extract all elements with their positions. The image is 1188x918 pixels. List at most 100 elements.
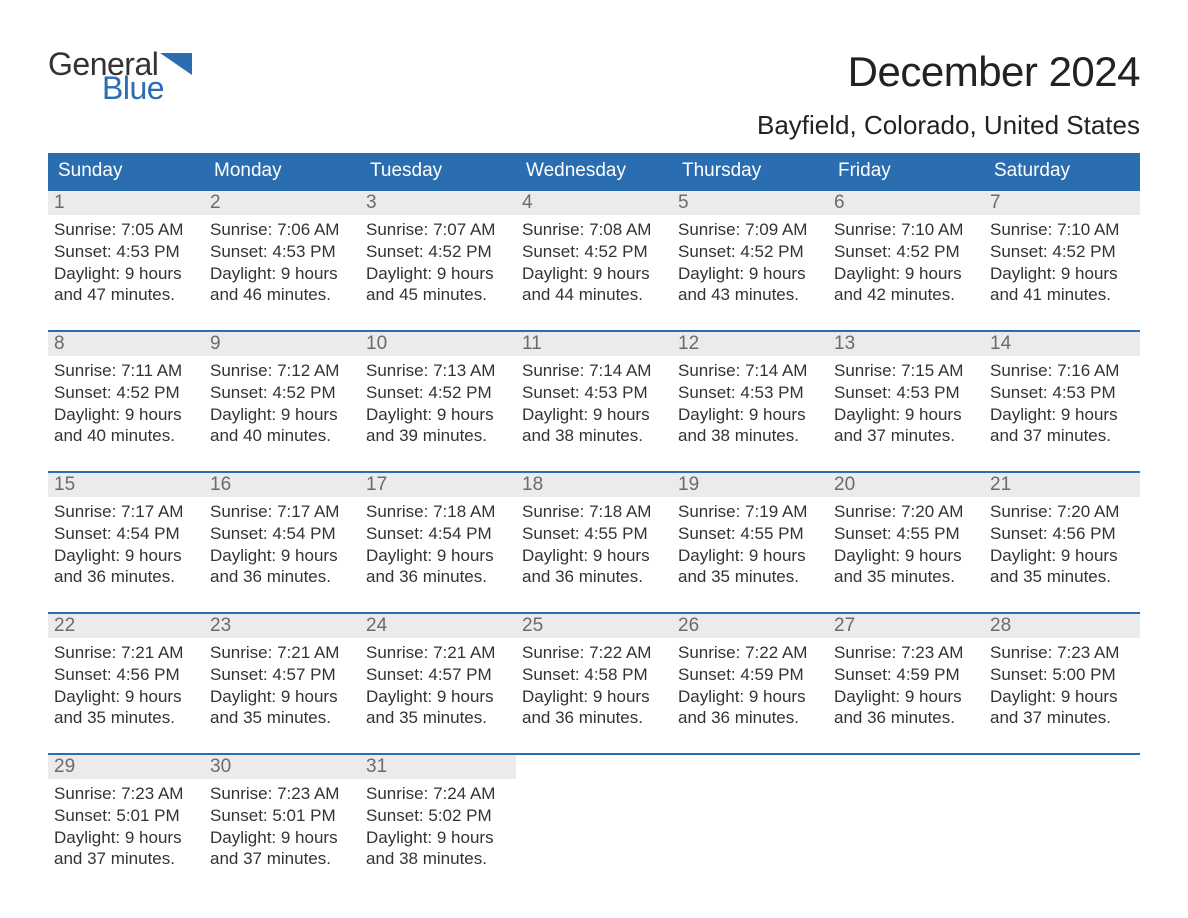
daylight-text: Daylight: 9 hours — [834, 263, 978, 285]
daylight-text: and 38 minutes. — [366, 848, 510, 870]
daylight-text: and 42 minutes. — [834, 284, 978, 306]
day-details: Sunrise: 7:22 AMSunset: 4:58 PMDaylight:… — [516, 638, 672, 729]
day-details: Sunrise: 7:10 AMSunset: 4:52 PMDaylight:… — [828, 215, 984, 306]
calendar-day: 26Sunrise: 7:22 AMSunset: 4:59 PMDayligh… — [672, 614, 828, 729]
calendar-day: 21Sunrise: 7:20 AMSunset: 4:56 PMDayligh… — [984, 473, 1140, 588]
sunset-text: Sunset: 4:55 PM — [522, 523, 666, 545]
sunset-text: Sunset: 5:02 PM — [366, 805, 510, 827]
calendar-day: 4Sunrise: 7:08 AMSunset: 4:52 PMDaylight… — [516, 191, 672, 306]
calendar-week: 8Sunrise: 7:11 AMSunset: 4:52 PMDaylight… — [48, 330, 1140, 447]
sunrise-text: Sunrise: 7:19 AM — [678, 501, 822, 523]
calendar-day: 25Sunrise: 7:22 AMSunset: 4:58 PMDayligh… — [516, 614, 672, 729]
weekday-header: Tuesday — [360, 153, 516, 189]
day-number: 19 — [672, 473, 828, 497]
sunrise-text: Sunrise: 7:10 AM — [834, 219, 978, 241]
sunset-text: Sunset: 4:53 PM — [522, 382, 666, 404]
calendar-week: 15Sunrise: 7:17 AMSunset: 4:54 PMDayligh… — [48, 471, 1140, 588]
sunset-text: Sunset: 4:52 PM — [366, 241, 510, 263]
day-number: 16 — [204, 473, 360, 497]
calendar-week: 1Sunrise: 7:05 AMSunset: 4:53 PMDaylight… — [48, 189, 1140, 306]
day-details: Sunrise: 7:20 AMSunset: 4:56 PMDaylight:… — [984, 497, 1140, 588]
sunrise-text: Sunrise: 7:20 AM — [834, 501, 978, 523]
daylight-text: and 35 minutes. — [834, 566, 978, 588]
calendar-day: 18Sunrise: 7:18 AMSunset: 4:55 PMDayligh… — [516, 473, 672, 588]
daylight-text: and 35 minutes. — [990, 566, 1134, 588]
daylight-text: Daylight: 9 hours — [54, 827, 198, 849]
weekday-header: Saturday — [984, 153, 1140, 189]
sunset-text: Sunset: 4:52 PM — [834, 241, 978, 263]
daylight-text: Daylight: 9 hours — [834, 545, 978, 567]
day-details: Sunrise: 7:15 AMSunset: 4:53 PMDaylight:… — [828, 356, 984, 447]
sunrise-text: Sunrise: 7:21 AM — [54, 642, 198, 664]
day-details: Sunrise: 7:17 AMSunset: 4:54 PMDaylight:… — [204, 497, 360, 588]
calendar-day: 13Sunrise: 7:15 AMSunset: 4:53 PMDayligh… — [828, 332, 984, 447]
day-number: 13 — [828, 332, 984, 356]
sunrise-text: Sunrise: 7:09 AM — [678, 219, 822, 241]
sunset-text: Sunset: 4:54 PM — [210, 523, 354, 545]
sunset-text: Sunset: 4:53 PM — [834, 382, 978, 404]
sunrise-text: Sunrise: 7:18 AM — [366, 501, 510, 523]
weekday-header: Thursday — [672, 153, 828, 189]
calendar-day: 7Sunrise: 7:10 AMSunset: 4:52 PMDaylight… — [984, 191, 1140, 306]
daylight-text: Daylight: 9 hours — [54, 545, 198, 567]
sunrise-text: Sunrise: 7:06 AM — [210, 219, 354, 241]
day-details: Sunrise: 7:14 AMSunset: 4:53 PMDaylight:… — [672, 356, 828, 447]
daylight-text: Daylight: 9 hours — [366, 686, 510, 708]
day-number: 1 — [48, 191, 204, 215]
day-details: Sunrise: 7:06 AMSunset: 4:53 PMDaylight:… — [204, 215, 360, 306]
sunrise-text: Sunrise: 7:22 AM — [522, 642, 666, 664]
sunset-text: Sunset: 5:01 PM — [54, 805, 198, 827]
month-title: December 2024 — [757, 48, 1140, 96]
sunset-text: Sunset: 4:52 PM — [366, 382, 510, 404]
daylight-text: and 35 minutes. — [366, 707, 510, 729]
weekday-header: Monday — [204, 153, 360, 189]
sunrise-text: Sunrise: 7:23 AM — [834, 642, 978, 664]
day-number: 30 — [204, 755, 360, 779]
sunrise-text: Sunrise: 7:15 AM — [834, 360, 978, 382]
day-details: Sunrise: 7:21 AMSunset: 4:57 PMDaylight:… — [204, 638, 360, 729]
calendar-day: 15Sunrise: 7:17 AMSunset: 4:54 PMDayligh… — [48, 473, 204, 588]
calendar-day — [672, 755, 828, 870]
day-number: 24 — [360, 614, 516, 638]
sunset-text: Sunset: 4:52 PM — [210, 382, 354, 404]
daylight-text: and 38 minutes. — [522, 425, 666, 447]
calendar-day — [516, 755, 672, 870]
day-details: Sunrise: 7:24 AMSunset: 5:02 PMDaylight:… — [360, 779, 516, 870]
calendar-day: 28Sunrise: 7:23 AMSunset: 5:00 PMDayligh… — [984, 614, 1140, 729]
sunset-text: Sunset: 4:53 PM — [54, 241, 198, 263]
daylight-text: and 37 minutes. — [210, 848, 354, 870]
daylight-text: Daylight: 9 hours — [54, 263, 198, 285]
day-number: 28 — [984, 614, 1140, 638]
daylight-text: and 35 minutes. — [54, 707, 198, 729]
day-number: 2 — [204, 191, 360, 215]
day-details: Sunrise: 7:18 AMSunset: 4:54 PMDaylight:… — [360, 497, 516, 588]
day-number: 4 — [516, 191, 672, 215]
calendar-week: 29Sunrise: 7:23 AMSunset: 5:01 PMDayligh… — [48, 753, 1140, 870]
calendar-day: 23Sunrise: 7:21 AMSunset: 4:57 PMDayligh… — [204, 614, 360, 729]
weekday-header: Sunday — [48, 153, 204, 189]
sunrise-text: Sunrise: 7:08 AM — [522, 219, 666, 241]
sunset-text: Sunset: 4:55 PM — [834, 523, 978, 545]
calendar-day: 30Sunrise: 7:23 AMSunset: 5:01 PMDayligh… — [204, 755, 360, 870]
day-details: Sunrise: 7:18 AMSunset: 4:55 PMDaylight:… — [516, 497, 672, 588]
daylight-text: Daylight: 9 hours — [990, 404, 1134, 426]
calendar-table: Sunday Monday Tuesday Wednesday Thursday… — [48, 153, 1140, 870]
day-details: Sunrise: 7:22 AMSunset: 4:59 PMDaylight:… — [672, 638, 828, 729]
day-number: 8 — [48, 332, 204, 356]
calendar-day: 9Sunrise: 7:12 AMSunset: 4:52 PMDaylight… — [204, 332, 360, 447]
weekday-header-row: Sunday Monday Tuesday Wednesday Thursday… — [48, 153, 1140, 189]
sunrise-text: Sunrise: 7:05 AM — [54, 219, 198, 241]
sunset-text: Sunset: 4:58 PM — [522, 664, 666, 686]
daylight-text: Daylight: 9 hours — [210, 827, 354, 849]
day-number: 27 — [828, 614, 984, 638]
day-details: Sunrise: 7:17 AMSunset: 4:54 PMDaylight:… — [48, 497, 204, 588]
sunrise-text: Sunrise: 7:16 AM — [990, 360, 1134, 382]
day-details: Sunrise: 7:07 AMSunset: 4:52 PMDaylight:… — [360, 215, 516, 306]
sunset-text: Sunset: 4:52 PM — [678, 241, 822, 263]
daylight-text: Daylight: 9 hours — [990, 686, 1134, 708]
daylight-text: and 37 minutes. — [54, 848, 198, 870]
calendar-week: 22Sunrise: 7:21 AMSunset: 4:56 PMDayligh… — [48, 612, 1140, 729]
day-details: Sunrise: 7:20 AMSunset: 4:55 PMDaylight:… — [828, 497, 984, 588]
sunset-text: Sunset: 4:53 PM — [210, 241, 354, 263]
daylight-text: Daylight: 9 hours — [522, 404, 666, 426]
